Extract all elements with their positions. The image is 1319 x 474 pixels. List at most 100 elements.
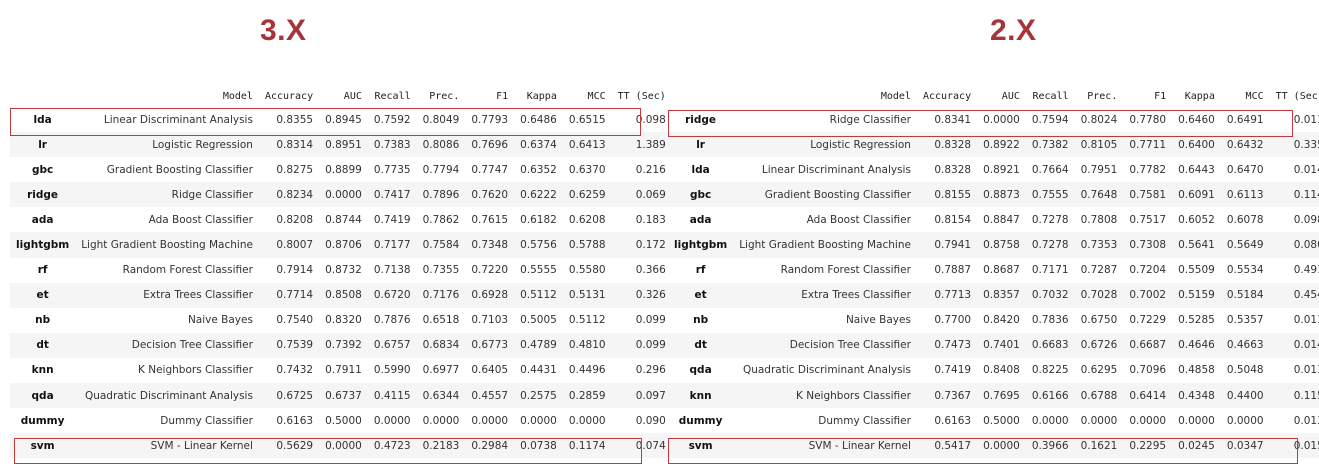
metric-cell: 0.7353: [1074, 232, 1124, 258]
metric-cell: 0.5555: [520, 264, 557, 277]
metric-cell: 0.7700: [934, 314, 972, 327]
metric-cell: 0.172: [611, 232, 672, 258]
metric-cell: 0.6405: [471, 364, 509, 377]
metric-cell: 0.2859: [562, 383, 612, 409]
metric-cell: 0.7782: [1129, 163, 1167, 176]
metric-cell: 0.4789: [514, 332, 563, 358]
metric-cell: 0.2183: [416, 433, 466, 459]
table-row: lda Linear Discriminant Analysis 0.8355 0.8…: [10, 107, 672, 132]
metric-cell: 0.6295: [1080, 364, 1118, 377]
metric-cell: 0.013: [1293, 364, 1319, 377]
column-header: F1: [1154, 91, 1167, 102]
metric-cell: 0.1174: [562, 433, 612, 459]
metric-cell: 0.7220: [471, 264, 509, 277]
metric-cell: 0.5005: [520, 314, 557, 327]
metric-cell: 0.7648: [1074, 182, 1124, 208]
metric-cell: 0.7287: [1080, 264, 1118, 277]
metric-cell: 0.8420: [983, 314, 1020, 327]
metric-cell: 0.7171: [1031, 264, 1069, 277]
model-id-cell: ridge: [10, 182, 76, 208]
metric-cell: 0.7747: [471, 163, 509, 176]
metric-cell: 0.491: [1293, 264, 1319, 277]
metric-cell: 0.0000: [1129, 414, 1167, 427]
metric-cell: 0.5534: [1226, 264, 1264, 277]
metric-cell: 0.090: [635, 414, 666, 427]
metric-cell: 0.097: [611, 383, 672, 409]
table-row: lr Logistic Regression 0.8314 0.8951 0.7383 0…: [10, 132, 672, 158]
metric-cell: 0.296: [635, 364, 666, 377]
metric-cell: 0.8921: [983, 163, 1020, 176]
metric-cell: 0.4431: [520, 364, 557, 377]
metric-cell: 0.5509: [1178, 264, 1215, 277]
model-id-cell: qda: [689, 364, 712, 377]
model-name-cell: Gradient Boosting Classifier: [106, 163, 253, 176]
table-row: dt Decision Tree Classifier 0.7539 0.7392 0.…: [10, 332, 672, 358]
metric-cell: 0.014: [1269, 332, 1319, 358]
metric-cell: 0.6726: [1074, 332, 1124, 358]
metric-cell: 0.0347: [1220, 433, 1270, 459]
metric-cell: 0.7713: [916, 282, 978, 308]
metric-cell: 0.6352: [520, 163, 557, 176]
metric-cell: 0.6518: [422, 314, 460, 327]
metric-cell: 0.6470: [1226, 163, 1264, 176]
metric-cell: 0.7392: [319, 332, 368, 358]
model-id-cell: nb: [693, 314, 709, 327]
model-id-cell: et: [668, 282, 734, 308]
metric-cell: 0.4348: [1172, 383, 1221, 409]
model-id-cell: knn: [31, 364, 54, 377]
table-row: ridge Ridge Classifier 0.8341 0.0000 0.7594 0…: [668, 107, 1319, 132]
metric-cell: 0.0000: [568, 414, 606, 427]
model-id-cell: gbc: [668, 182, 734, 208]
metric-cell: 0.7540: [276, 314, 314, 327]
metric-cell: 0.069: [611, 182, 672, 208]
metric-cell: 0.7808: [1080, 213, 1118, 226]
model-name-cell: Extra Trees Classifier: [75, 282, 259, 308]
model-name-cell: Ridge Classifier: [75, 182, 259, 208]
metric-cell: 0.7941: [916, 232, 978, 258]
model-id-cell: lda: [691, 163, 710, 176]
model-name-cell: Ada Boost Classifier: [806, 213, 911, 226]
metric-cell: 0.6222: [514, 182, 563, 208]
metric-cell: 0.6166: [1025, 383, 1075, 409]
metric-cell: 0.7278: [1025, 232, 1075, 258]
metric-cell: 0.8355: [276, 113, 314, 126]
metric-cell: 0.6928: [465, 282, 515, 308]
metric-cell: 0.4400: [1220, 383, 1270, 409]
model-name-cell: Naive Bayes: [187, 314, 253, 327]
metric-cell: 0.6370: [568, 163, 606, 176]
metric-cell: 0.0000: [520, 414, 557, 427]
metric-cell: 0.0000: [1226, 414, 1264, 427]
metric-cell: 1.389: [611, 132, 672, 158]
metric-cell: 0.5357: [1226, 314, 1264, 327]
model-name-cell: Linear Discriminant Analysis: [761, 163, 911, 176]
metric-cell: 0.326: [611, 282, 672, 308]
metric-cell: 0.5580: [568, 264, 606, 277]
model-name-cell: Random Forest Classifier: [780, 264, 911, 277]
metric-cell: 0.7138: [373, 264, 411, 277]
metric-cell: 0.5417: [916, 433, 978, 459]
metric-cell: 0.7348: [465, 232, 515, 258]
metric-cell: 0.7002: [1123, 282, 1173, 308]
model-name-cell: Logistic Regression: [733, 132, 917, 158]
metric-cell: 0.7103: [471, 314, 509, 327]
metric-cell: 0.5788: [562, 232, 612, 258]
metric-cell: 0.099: [635, 314, 666, 327]
metric-cell: 0.5641: [1172, 232, 1221, 258]
table-row: dt Decision Tree Classifier 0.7473 0.7401 0.…: [668, 332, 1319, 358]
metric-cell: 0.7204: [1129, 264, 1167, 277]
model-name-cell: Naive Bayes: [845, 314, 911, 327]
column-header: Model: [880, 91, 911, 102]
metric-cell: 0.6432: [1220, 132, 1270, 158]
column-header: TT (Sec): [617, 91, 666, 102]
metric-cell: 0.7594: [1031, 113, 1069, 126]
table-row: dummy Dummy Classifier 0.6163 0.5000 0.0000 0…: [10, 408, 672, 433]
metric-cell: 0.8408: [983, 364, 1020, 377]
metric-cell: 0.6091: [1172, 182, 1221, 208]
model-id-cell: rf: [695, 264, 706, 277]
metric-cell: 0.6750: [1080, 314, 1118, 327]
table-row: svm SVM - Linear Kernel 0.5629 0.0000 0.4723…: [10, 433, 672, 459]
model-id-cell: et: [10, 282, 76, 308]
metric-cell: 0.098: [1293, 213, 1319, 226]
model-id-cell: knn: [668, 383, 734, 409]
metric-cell: 0.080: [1269, 232, 1319, 258]
